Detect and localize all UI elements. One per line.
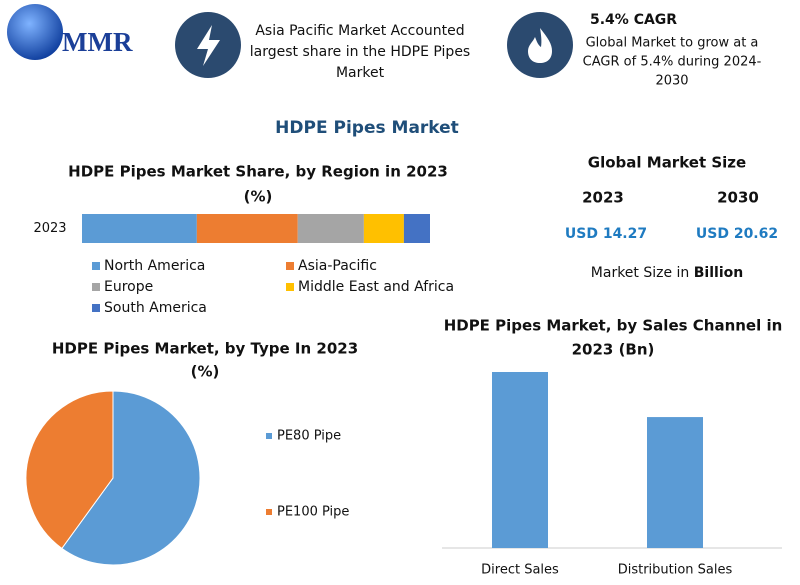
size-year: 2030 xyxy=(717,189,759,207)
cagr-text: CAGR of 5.4% during 2024- xyxy=(583,55,762,70)
x-tick-label: Direct Sales xyxy=(481,563,559,578)
pie-slice xyxy=(25,390,114,550)
bar-segment xyxy=(363,214,404,243)
legend-swatch xyxy=(286,262,294,270)
size-note: Market Size in Billion xyxy=(591,265,743,281)
note-unit: Billion xyxy=(694,265,743,281)
chart-title: (%) xyxy=(244,188,273,206)
size-year: 2023 xyxy=(582,189,624,207)
note-text: Market Size in xyxy=(591,265,694,281)
legend-label: PE100 Pipe xyxy=(277,505,349,520)
logo-text: MMR xyxy=(62,27,133,57)
page-title: HDPE Pipes Market xyxy=(275,118,459,138)
bar-segment xyxy=(297,214,364,243)
chart-title: HDPE Pipes Market Share, by Region in 20… xyxy=(68,163,448,181)
logo-globe xyxy=(7,4,63,60)
highlight-text: Market xyxy=(336,65,385,81)
cagr-title: 5.4% CAGR xyxy=(590,12,677,28)
bar-segment xyxy=(403,214,430,243)
legend-label: South America xyxy=(104,300,207,316)
icon-flame xyxy=(507,12,573,78)
chart-title: HDPE Pipes Market, by Sales Channel in xyxy=(444,317,783,335)
chart-title: 2023 (Bn) xyxy=(572,341,655,359)
cagr-text: Global Market to grow at a xyxy=(586,36,759,51)
cagr-text: 2030 xyxy=(655,74,688,89)
bolt xyxy=(197,25,220,66)
legend-label: Middle East and Africa xyxy=(298,279,454,295)
legend-label: North America xyxy=(104,258,205,274)
pie-slice xyxy=(61,390,201,566)
chart-title: (%) xyxy=(191,363,220,381)
size-value: USD 20.62 xyxy=(696,226,778,242)
flame xyxy=(528,28,552,63)
legend-label: Asia-Pacific xyxy=(298,258,377,274)
x-tick-label: Distribution Sales xyxy=(618,563,733,578)
category-label: 2023 xyxy=(33,221,66,236)
bar xyxy=(492,372,548,548)
bar-segment xyxy=(196,214,298,243)
legend-label: Europe xyxy=(104,279,153,295)
legend-swatch xyxy=(266,433,272,439)
chart-title: HDPE Pipes Market, by Type In 2023 xyxy=(52,340,358,358)
bar xyxy=(647,417,703,548)
legend-swatch xyxy=(266,509,272,515)
legend-swatch xyxy=(92,262,100,270)
legend-swatch xyxy=(286,283,294,291)
legend-swatch xyxy=(92,283,100,291)
legend-label: PE80 Pipe xyxy=(277,429,341,444)
size-title: Global Market Size xyxy=(588,154,746,172)
highlight-text: largest share in the HDPE Pipes xyxy=(250,44,470,60)
size-value: USD 14.27 xyxy=(565,226,647,242)
legend-swatch xyxy=(92,304,100,312)
highlight-text: Asia Pacific Market Accounted xyxy=(255,23,464,39)
bar-segment xyxy=(82,214,197,243)
